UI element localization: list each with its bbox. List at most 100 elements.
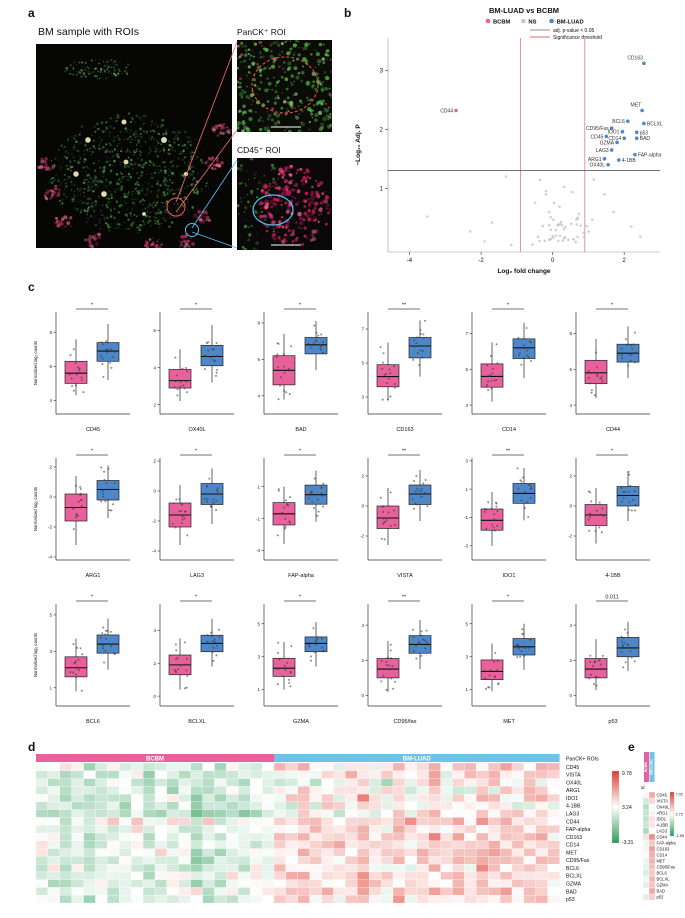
data-point — [203, 497, 206, 500]
heat-cell — [488, 840, 501, 849]
data-point — [213, 360, 216, 363]
ns-point — [531, 243, 534, 246]
data-point — [484, 677, 487, 680]
color-scale — [669, 791, 675, 837]
heat-cell — [380, 840, 394, 849]
heat-cell — [535, 770, 548, 779]
heat-cell — [166, 848, 179, 857]
heat-cell — [404, 864, 417, 873]
heat-cell — [59, 887, 72, 896]
y-tick: 2 — [153, 459, 156, 464]
marker-label: BCLXL — [188, 719, 205, 725]
heat-cell — [345, 778, 358, 787]
heat-cell — [452, 825, 465, 834]
data-point — [589, 654, 592, 657]
heat-cell — [250, 786, 263, 795]
data-point — [389, 649, 392, 652]
heat-cell — [535, 832, 548, 841]
heat-cell — [226, 809, 239, 818]
heat-cell — [297, 895, 310, 904]
legend-label: BM-LUAD — [557, 19, 584, 25]
heat-cell — [392, 864, 406, 873]
ns-point — [559, 220, 563, 224]
heat-cell — [333, 856, 346, 865]
heat-cell — [131, 778, 144, 787]
ns-point — [582, 231, 585, 235]
heat-cell — [238, 778, 251, 787]
data-point — [318, 343, 321, 346]
heat-cell — [404, 825, 417, 834]
data-point — [107, 499, 110, 502]
heat-cell — [166, 879, 179, 888]
significance-label: * — [299, 449, 302, 455]
heat-cell — [309, 895, 322, 904]
data-point — [102, 375, 105, 378]
y-tick: -4 — [152, 549, 156, 554]
heat-cell — [511, 871, 525, 880]
heat-cell — [511, 879, 525, 888]
data-point — [417, 642, 420, 645]
heat-cell — [95, 856, 108, 865]
data-point — [82, 391, 85, 394]
significance-label: * — [195, 595, 198, 601]
data-point — [627, 490, 630, 493]
heat-cell — [59, 793, 72, 803]
heat-cell — [476, 778, 489, 787]
ns-point — [554, 228, 558, 232]
heat-cell — [35, 809, 49, 818]
heat-cell — [59, 832, 72, 841]
heat-cell — [535, 840, 548, 849]
data-point — [628, 501, 631, 504]
data-point — [416, 487, 419, 490]
point-label-CD163: CD163 — [627, 55, 643, 61]
heat-cell — [178, 762, 191, 771]
ns-point — [558, 234, 562, 237]
ns-point — [563, 225, 567, 229]
heat-cell — [119, 801, 132, 810]
heat-cell — [333, 840, 346, 849]
row-label-LAG3: LAG3 — [657, 829, 668, 834]
heat-cell — [499, 832, 513, 841]
data-point — [493, 513, 496, 516]
data-point — [627, 508, 630, 511]
heat-cell — [83, 848, 96, 857]
heat-cell — [428, 801, 441, 810]
data-point — [489, 374, 492, 377]
data-point — [424, 639, 427, 642]
heat-cell — [523, 840, 536, 849]
data-point — [494, 652, 497, 655]
heat-cell — [178, 778, 191, 787]
data-point — [317, 334, 320, 337]
marker-label: IDO1 — [503, 573, 516, 579]
row-label-BCL6: BCL6 — [566, 866, 579, 872]
data-point — [424, 478, 427, 481]
heat-cell — [369, 832, 382, 841]
heat-cell — [345, 879, 358, 888]
heat-cell — [428, 762, 441, 771]
heat-cell — [369, 879, 382, 888]
data-point — [102, 492, 105, 495]
heat-cell — [83, 762, 96, 771]
heat-cell — [416, 879, 429, 888]
data-point — [419, 349, 422, 352]
heat-cell — [511, 856, 525, 865]
heat-cell — [309, 832, 322, 841]
heat-cell — [642, 791, 650, 799]
heat-cell — [47, 848, 60, 857]
data-point — [316, 498, 319, 501]
significance-label: * — [91, 303, 94, 309]
heat-cell — [178, 840, 191, 849]
heat-cell — [285, 786, 298, 795]
boxplot-CD95/fas: 024**CD95/fas — [361, 595, 442, 725]
heat-cell — [392, 809, 406, 818]
data-point — [393, 383, 396, 386]
data-point — [278, 658, 281, 661]
point-label-GZMA: GZMA — [600, 140, 615, 146]
data-point — [416, 336, 419, 339]
ns-point — [483, 240, 486, 243]
heat-cell — [309, 762, 322, 771]
data-point — [215, 644, 218, 647]
marker-label: LAG3 — [190, 573, 204, 579]
data-point — [110, 366, 113, 369]
point-label-MET: MET — [631, 103, 642, 109]
